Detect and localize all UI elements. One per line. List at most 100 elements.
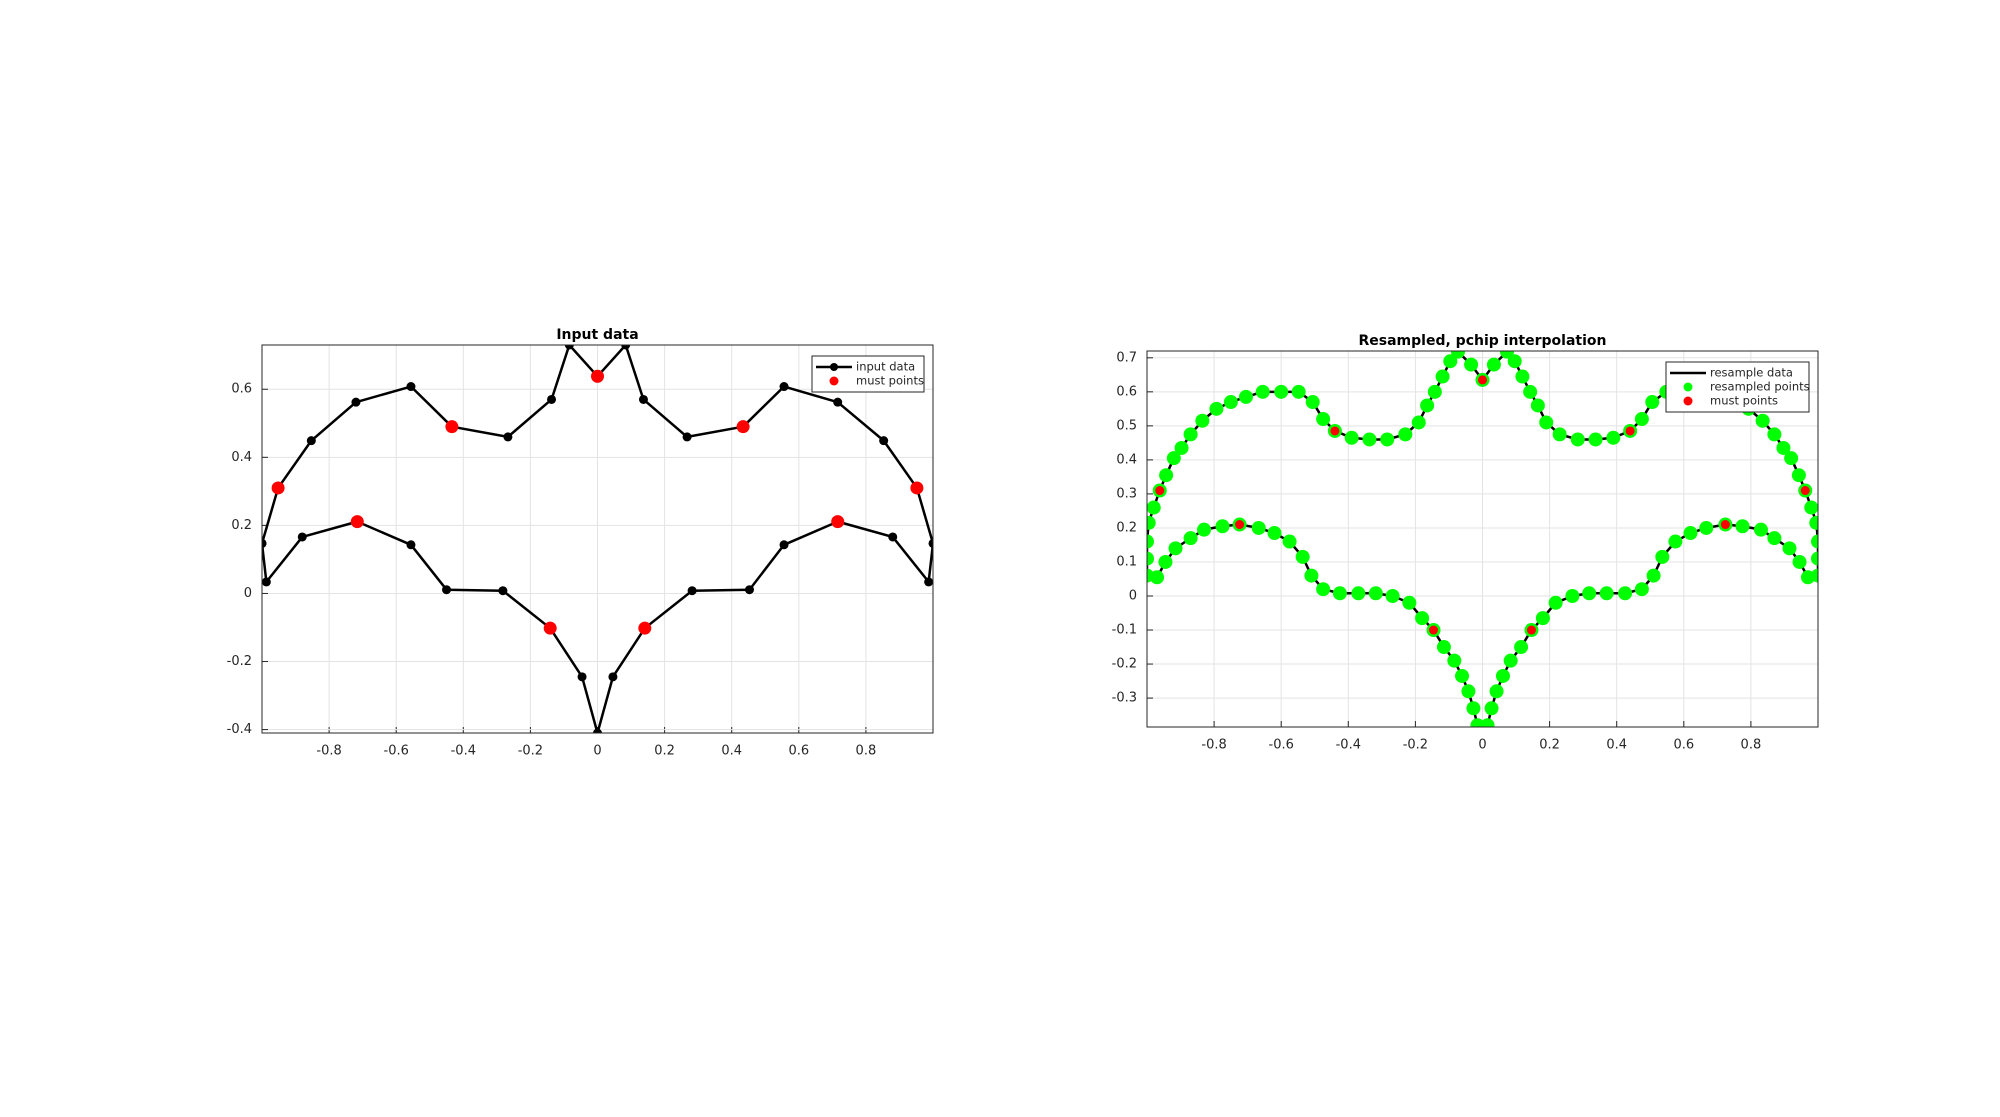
data-point bbox=[1295, 549, 1310, 564]
data-point bbox=[1526, 625, 1536, 635]
data-point bbox=[351, 397, 361, 407]
data-point bbox=[1599, 586, 1614, 601]
data-point bbox=[1507, 354, 1522, 369]
data-point bbox=[888, 532, 898, 542]
data-point bbox=[1429, 625, 1439, 635]
y-tick-label: 0.2 bbox=[231, 518, 252, 533]
data-point bbox=[1183, 531, 1198, 546]
subplot: -0.8 -0.6 -0.4 -0.2 0 0.2 0.4 0.6 0.8 -0.4 -0.2 0 0.… bbox=[227, 327, 934, 759]
data-point bbox=[1753, 522, 1768, 537]
legend-label: resample data bbox=[1710, 366, 1793, 380]
data-point bbox=[1625, 426, 1635, 436]
data-point bbox=[1582, 586, 1597, 601]
data-point bbox=[1523, 384, 1538, 399]
data-point bbox=[1223, 395, 1238, 410]
data-point bbox=[262, 538, 267, 548]
data-point bbox=[1470, 718, 1485, 727]
data-point bbox=[1784, 451, 1799, 466]
data-point bbox=[445, 420, 459, 434]
plot-content bbox=[262, 345, 933, 733]
data-point bbox=[1800, 486, 1810, 496]
data-point bbox=[593, 728, 602, 733]
data-point bbox=[1368, 586, 1383, 601]
x-tick-label: 0.6 bbox=[788, 744, 809, 759]
data-point bbox=[1209, 401, 1224, 416]
data-point bbox=[1503, 653, 1518, 668]
data-point bbox=[638, 621, 652, 635]
data-point bbox=[1443, 354, 1458, 369]
data-point bbox=[1811, 534, 1818, 549]
legend-marker bbox=[1683, 382, 1693, 392]
data-point bbox=[1380, 432, 1395, 447]
data-point bbox=[1291, 384, 1306, 399]
data-point bbox=[1570, 432, 1585, 447]
data-point bbox=[1267, 526, 1282, 541]
data-point bbox=[1776, 440, 1791, 455]
data-point bbox=[1451, 351, 1466, 359]
data-point bbox=[1447, 653, 1462, 668]
y-tick-label: 0.2 bbox=[1116, 520, 1137, 535]
data-point bbox=[1427, 384, 1442, 399]
data-point bbox=[687, 586, 697, 596]
data-point bbox=[1166, 451, 1181, 466]
data-point bbox=[1800, 570, 1815, 585]
y-tick-label: 0.1 bbox=[1116, 554, 1137, 569]
data-point bbox=[442, 585, 452, 595]
data-point bbox=[271, 481, 285, 495]
data-point bbox=[1683, 526, 1698, 541]
axes-box bbox=[1146, 350, 1819, 728]
x-tick-label: -0.6 bbox=[384, 744, 409, 759]
data-point bbox=[1398, 427, 1413, 442]
data-point bbox=[1402, 595, 1417, 610]
x-tick-label: -0.6 bbox=[1269, 738, 1294, 753]
data-point bbox=[1436, 640, 1451, 655]
data-point bbox=[1147, 500, 1161, 515]
data-point bbox=[1606, 430, 1621, 445]
data-point bbox=[1305, 395, 1320, 410]
data-point bbox=[297, 532, 307, 542]
legend-marker bbox=[829, 376, 839, 386]
data-point bbox=[1514, 640, 1529, 655]
data-point bbox=[1147, 515, 1156, 530]
y-tick-label: 0.4 bbox=[231, 450, 252, 465]
data-point bbox=[1486, 357, 1501, 372]
data-point bbox=[1646, 568, 1661, 583]
data-point bbox=[1767, 531, 1782, 546]
data-point bbox=[406, 540, 416, 550]
data-point bbox=[1548, 595, 1563, 610]
data-point bbox=[1484, 701, 1499, 716]
data-point bbox=[1255, 384, 1270, 399]
chart-title: Resampled, pchip interpolation bbox=[1359, 333, 1607, 349]
data-point bbox=[928, 538, 933, 548]
axes-box bbox=[261, 344, 934, 734]
data-point bbox=[1304, 568, 1319, 583]
data-point bbox=[1755, 413, 1770, 428]
data-point bbox=[306, 436, 316, 446]
x-tick-label: 0.4 bbox=[1606, 738, 1627, 753]
data-point bbox=[831, 515, 845, 529]
legend-box bbox=[811, 355, 925, 393]
data-point bbox=[1634, 412, 1649, 427]
y-tick-label: -0.3 bbox=[1112, 691, 1137, 706]
data-point bbox=[1552, 427, 1567, 442]
y-tick-label: 0.6 bbox=[231, 382, 252, 397]
data-point bbox=[1183, 427, 1198, 442]
y-tick-label: 0.5 bbox=[1116, 418, 1137, 433]
data-point bbox=[1720, 520, 1730, 530]
data-point bbox=[547, 394, 557, 404]
data-point bbox=[1197, 522, 1212, 537]
y-tick-label: 0.7 bbox=[1116, 350, 1137, 365]
legend-label: input data bbox=[856, 360, 915, 374]
subplot: -0.8 -0.6 -0.4 -0.2 0 0.2 0.4 0.6 0.8 -0.3 -0.2 -0.… bbox=[1112, 333, 1819, 753]
data-point bbox=[591, 369, 604, 383]
y-tick-label: 0.4 bbox=[1116, 452, 1137, 467]
data-point bbox=[1415, 611, 1430, 626]
legend-label: must points bbox=[1710, 394, 1778, 408]
chart-title: Input data bbox=[556, 327, 638, 343]
x-tick-label: 0.8 bbox=[1741, 738, 1762, 753]
data-point bbox=[879, 436, 889, 446]
data-point bbox=[1235, 520, 1245, 530]
